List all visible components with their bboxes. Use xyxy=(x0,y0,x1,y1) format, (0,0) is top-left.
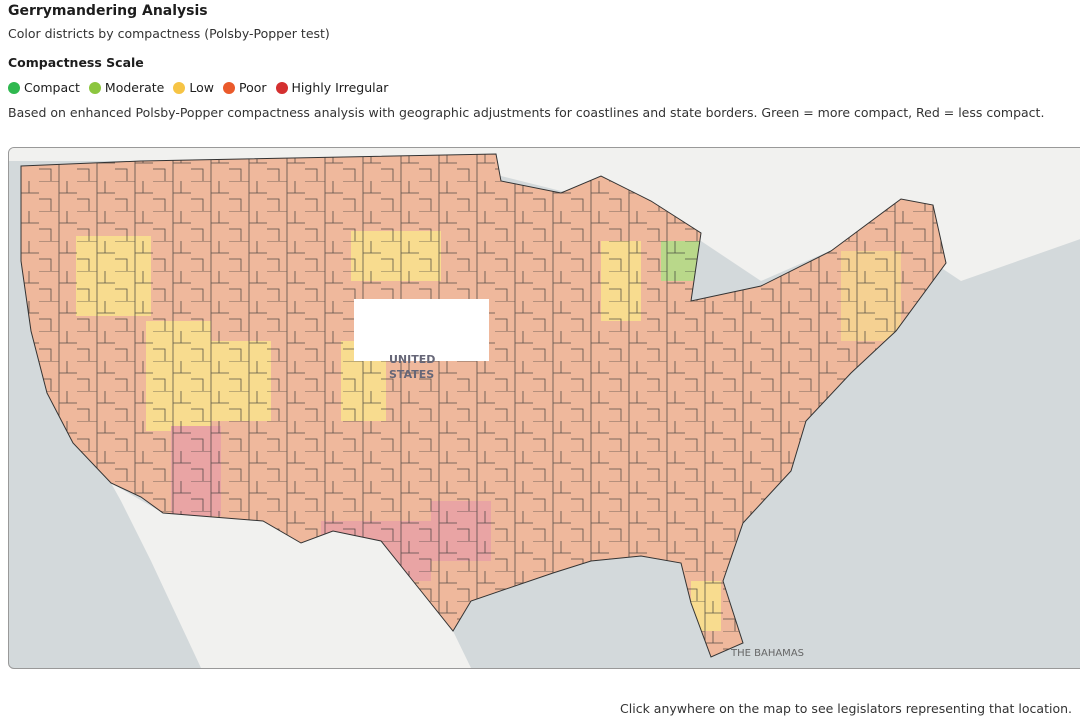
legend-swatch xyxy=(8,81,20,94)
legend-label: Moderate xyxy=(104,80,165,95)
map[interactable]: UNITED STATES THE BAHAMAS xyxy=(8,147,1080,669)
legend-label: Compact xyxy=(24,80,80,95)
legend-label: Poor xyxy=(239,80,267,95)
legend-item: Low xyxy=(173,80,214,95)
map-canvas[interactable]: UNITED STATES THE BAHAMAS xyxy=(9,148,1080,668)
bahamas-label: THE BAHAMAS xyxy=(730,648,804,659)
legend-item: Highly Irregular xyxy=(275,80,389,95)
legend-item: Poor xyxy=(223,80,267,95)
legend-label: Low xyxy=(189,80,214,95)
map-hint: Click anywhere on the map to see legisla… xyxy=(620,701,1072,716)
country-label: UNITED xyxy=(389,353,435,366)
legend: Compact Moderate Low Poor Highly Irregular xyxy=(8,80,388,95)
description: Based on enhanced Polsby-Popper compactn… xyxy=(8,105,1045,120)
canada-land xyxy=(9,148,1080,281)
page-subtitle: Color districts by compactness (Polsby-P… xyxy=(8,26,330,41)
legend-title: Compactness Scale xyxy=(8,55,144,70)
legend-label: Highly Irregular xyxy=(291,80,389,95)
legend-swatch xyxy=(275,81,288,94)
page-title: Gerrymandering Analysis xyxy=(8,3,208,19)
mexico-land xyxy=(111,483,471,668)
legend-swatch xyxy=(223,81,235,94)
legend-item: Moderate xyxy=(88,80,165,95)
legend-swatch xyxy=(88,81,101,94)
legend-swatch xyxy=(173,81,186,94)
country-label: STATES xyxy=(389,368,434,381)
legend-item: Compact xyxy=(8,80,80,95)
